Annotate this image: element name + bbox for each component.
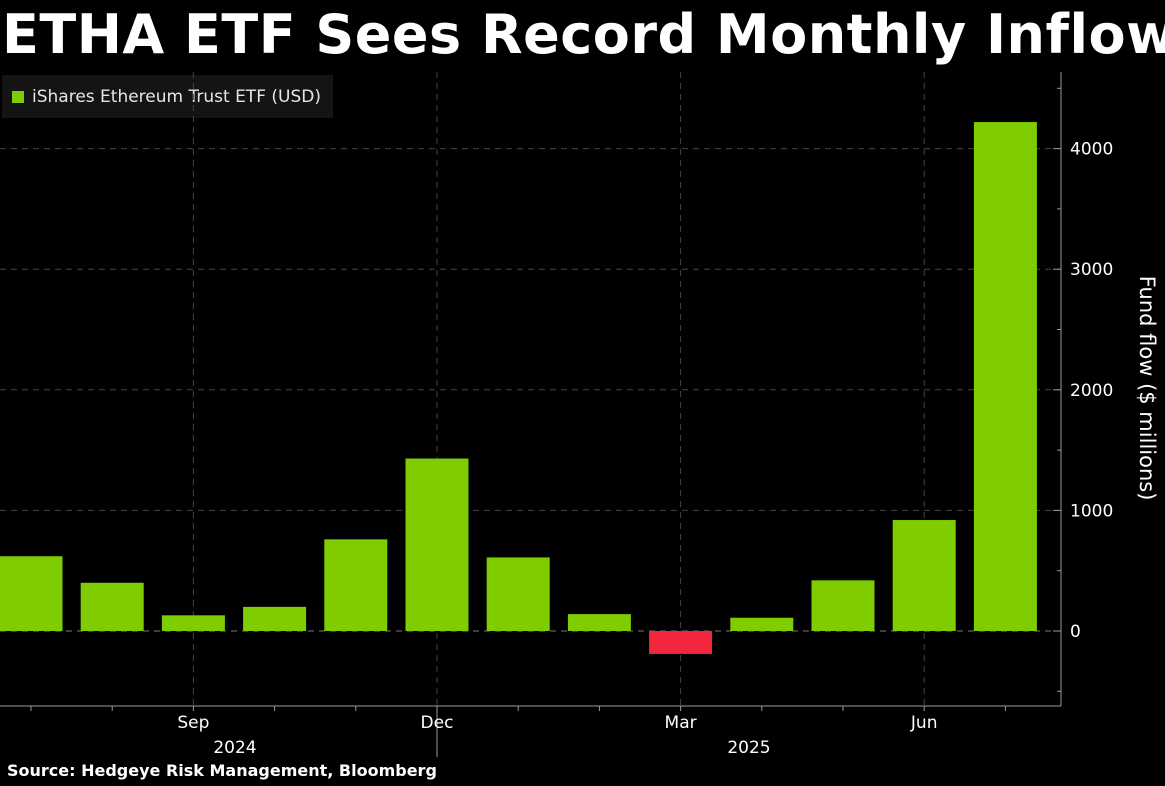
bar-2024-12 [405,458,469,631]
source-note: Source: Hedgeye Risk Management, Bloombe… [7,761,437,780]
year-label: 2025 [727,738,770,758]
bar-2025-03 [649,631,713,654]
bar-2025-04 [730,617,794,631]
chart-title: ETHA ETF Sees Record Monthly Inflow [2,3,1165,66]
x-tick-label: Mar [665,713,697,733]
y-tick-label: 0 [1070,622,1081,642]
bar-2025-02 [567,614,631,631]
y-tick-label: 1000 [1070,501,1113,521]
bar-2024-11 [324,539,388,631]
legend-swatch [12,90,24,103]
y-tick-label: 3000 [1070,260,1113,280]
bar-2024-10 [243,606,307,631]
x-tick-label: Jun [910,713,938,733]
legend: iShares Ethereum Trust ETF (USD) [2,75,333,118]
year-label: 2024 [213,738,256,758]
bar-2024-09 [161,615,225,631]
y-tick-label: 2000 [1070,381,1113,401]
bar-2025-07 [973,122,1037,632]
bar-2025-06 [892,520,956,631]
legend-label: iShares Ethereum Trust ETF (USD) [32,86,321,107]
bar-2025-01 [486,557,550,631]
bar-2025-05 [811,580,875,631]
bar-2024-07 [0,556,63,631]
y-tick-label: 4000 [1070,140,1113,160]
x-tick-label: Sep [177,713,209,733]
bar-2024-08 [80,582,144,631]
y-axis-label: Fund flow ($ millions) [1135,275,1159,501]
x-tick-label: Dec [421,713,454,733]
